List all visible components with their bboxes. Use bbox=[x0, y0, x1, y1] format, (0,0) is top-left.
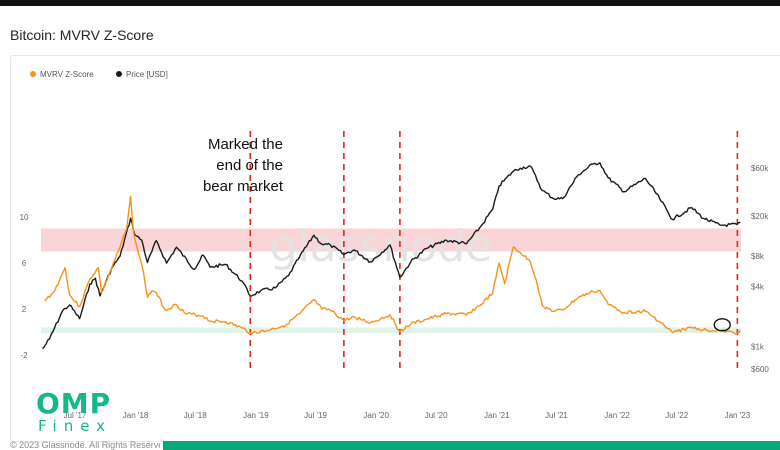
x-tick-3: Jan '19 bbox=[243, 411, 269, 420]
circled-point bbox=[713, 318, 731, 332]
legend-dot-0 bbox=[30, 71, 36, 77]
legend-label-1: Price [USD] bbox=[126, 70, 168, 79]
legend-dot-1 bbox=[116, 71, 122, 77]
x-tick-10: Jul '22 bbox=[665, 411, 688, 420]
y-left-tick-3: 10 bbox=[20, 213, 29, 222]
y-left-tick-2: 6 bbox=[22, 259, 27, 268]
band-overvalued bbox=[41, 228, 741, 252]
annotation-line-2: bear market bbox=[203, 178, 284, 195]
logo-sub: Finex bbox=[38, 417, 113, 435]
annotation-line-0: Marked the bbox=[208, 136, 283, 153]
watermark: glassnode bbox=[270, 221, 493, 272]
x-tick-8: Jul '21 bbox=[545, 411, 568, 420]
y-right-tick-2: $4k bbox=[751, 282, 765, 291]
y-right-tick-0: $600 bbox=[751, 365, 769, 374]
y-left-tick-0: -2 bbox=[20, 351, 28, 360]
series-line-mvrv-z-score bbox=[44, 195, 741, 335]
x-tick-5: Jan '20 bbox=[363, 411, 389, 420]
bottom-bar bbox=[163, 441, 780, 450]
legend-label-0: MVRV Z-Score bbox=[40, 70, 94, 79]
top-bar bbox=[0, 0, 780, 6]
annotation-line-1: end of the bbox=[216, 157, 283, 174]
x-tick-4: Jul '19 bbox=[304, 411, 327, 420]
copyright: © 2023 Glassnode. All Rights Reserved. bbox=[10, 440, 160, 450]
x-tick-1: Jan '18 bbox=[123, 411, 149, 420]
x-tick-9: Jan '22 bbox=[604, 411, 630, 420]
y-right-tick-3: $8k bbox=[751, 252, 765, 261]
page-title: Bitcoin: MVRV Z-Score bbox=[10, 27, 154, 43]
omp-finex-logo: OMP Finex bbox=[36, 387, 113, 435]
x-tick-7: Jan '21 bbox=[484, 411, 510, 420]
chart: glassnode MVRV Z-Score Price [USD] -2 2 6 10 $6… bbox=[20, 70, 770, 420]
y-right-tick-1: $1k bbox=[751, 343, 765, 352]
x-tick-11: Jan '23 bbox=[725, 411, 751, 420]
x-tick-6: Jul '20 bbox=[425, 411, 448, 420]
chart-card: glassnode MVRV Z-Score Price [USD] -2 2 6 10 $6… bbox=[10, 55, 780, 442]
x-tick-2: Jul '18 bbox=[184, 411, 207, 420]
y-right-tick-4: $20k bbox=[751, 212, 769, 221]
x-tick-0: Jul '17 bbox=[64, 411, 87, 420]
band-undervalued bbox=[41, 327, 741, 334]
y-left-tick-1: 2 bbox=[22, 305, 27, 314]
series-line-price bbox=[42, 162, 741, 350]
logo-word: OMP bbox=[36, 387, 112, 420]
y-right-tick-5: $60k bbox=[751, 164, 769, 173]
